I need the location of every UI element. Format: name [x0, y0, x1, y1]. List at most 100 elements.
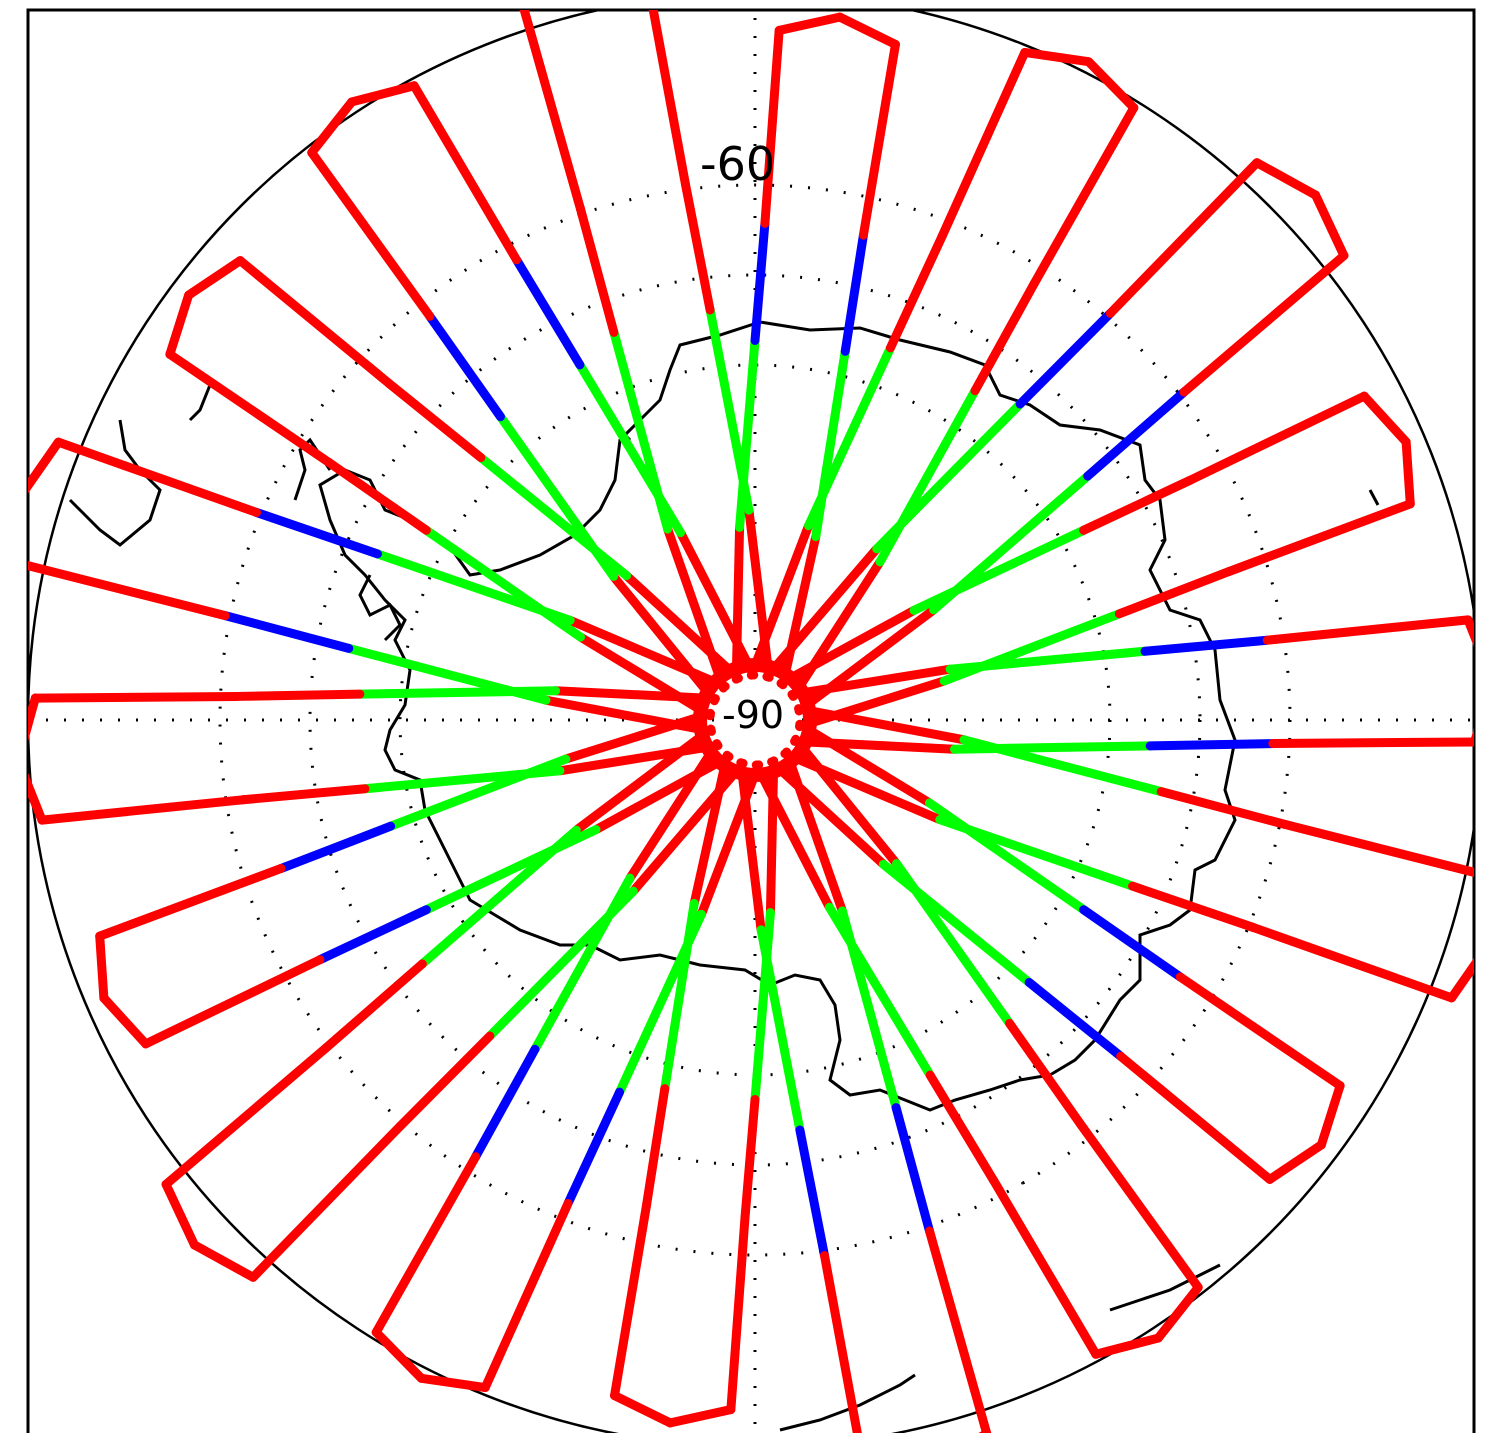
track-8-leg-0-edge	[891, 1103, 935, 1236]
antarctica-coastline	[318, 320, 1237, 1112]
track-9-leg-1-outer	[610, 1200, 652, 1401]
track-16-leg-1-inner	[676, 528, 759, 680]
track-0-leg-0-edge	[750, 218, 770, 345]
ground-tracks	[20, 10, 1474, 1433]
track-3-tip-b	[1401, 437, 1415, 509]
track-4-leg-0-edge	[1140, 635, 1272, 656]
track-9-leg-0-edge	[740, 1095, 760, 1222]
track-2-tip-b	[1311, 190, 1349, 261]
track-6-leg-0-edge	[1079, 905, 1185, 982]
track-16-leg-0-outer	[307, 148, 435, 321]
track-6-leg-0-inner	[795, 719, 935, 808]
track-6-leg-0-outer	[1175, 972, 1345, 1091]
track-1-tip-a	[1020, 47, 1094, 67]
track-15-leg-0-outer	[165, 349, 335, 468]
track-5-leg-0-inner	[794, 704, 969, 745]
track-16-tip-b	[347, 81, 419, 107]
track-1-leg-0-outer	[937, 47, 1030, 242]
track-9-leg-1-edge	[642, 1084, 670, 1210]
track-2-tip-a	[1252, 158, 1321, 200]
track-2-leg-0-outer	[1105, 158, 1262, 318]
track-3-leg-0-inner	[776, 605, 919, 688]
track-13-leg-0-edge	[238, 784, 370, 805]
track-7-tip-b	[1091, 1333, 1163, 1359]
track-0-leg-0-outer	[760, 25, 784, 228]
track-15-tip-b	[184, 256, 245, 300]
track-12-leg-0-mid	[421, 825, 601, 915]
track-1-leg-1-inner	[788, 557, 885, 701]
track-0-leg-1-inner	[778, 532, 821, 690]
track-16-leg-0-inner	[608, 571, 719, 706]
track-13-leg-1-inner	[551, 686, 720, 704]
track-17-tip-a	[520, 10, 527, 12]
track-7-leg-1-outer	[989, 1175, 1101, 1359]
track-0-leg-1-outer	[858, 39, 900, 240]
track-7-tip-a	[1153, 1282, 1203, 1343]
track-1-leg-1-outer	[1029, 103, 1139, 288]
track-7-leg-0-inner	[791, 734, 902, 869]
track-15-leg-0-mid	[421, 525, 585, 642]
track-14-leg-0-inner	[541, 695, 716, 736]
track-4-leg-0-mid	[945, 646, 1150, 674]
track-10-leg-0-edge	[563, 1087, 625, 1208]
track-6-leg-1-edge	[1024, 977, 1126, 1061]
track-10-leg-1-inner	[625, 739, 722, 883]
track-14-tip-a	[20, 497, 21, 564]
track-12-leg-1-outer	[95, 864, 286, 941]
latitude-label-60: -60	[700, 137, 775, 191]
track-13-leg-1-edge	[232, 689, 365, 701]
track-9-leg-1-inner	[689, 750, 732, 908]
track-10-leg-0-mid	[615, 909, 706, 1097]
track-11-leg-0-mid	[485, 886, 638, 1041]
track-3-leg-1-outer	[1224, 499, 1415, 576]
track-14-tip-b	[28, 437, 63, 494]
track-1-leg-0-inner	[746, 521, 814, 680]
track-4-leg-1-edge	[1145, 739, 1278, 751]
track-10-tip-a	[416, 1373, 490, 1393]
track-14-leg-0-edge	[220, 611, 354, 653]
graticule	[28, 10, 1474, 1433]
track-17-leg-1-edge	[680, 179, 715, 315]
track-12-tip-b	[95, 931, 109, 1003]
track-13-tip-b	[28, 693, 40, 742]
track-2-leg-0-inner	[762, 544, 882, 682]
track-14-leg-1-outer	[53, 437, 261, 517]
track-7-leg-1-inner	[751, 760, 834, 912]
track-0-tip-b	[835, 12, 900, 49]
track-10-tip-b	[371, 1327, 426, 1383]
track-13-leg-0-outer	[37, 795, 248, 825]
track-3-leg-1-edge	[1114, 566, 1234, 619]
track-14-leg-1-edge	[251, 507, 382, 559]
track-3-leg-0-mid	[909, 525, 1089, 615]
track-2-leg-1-edge	[1083, 387, 1189, 481]
track-1-leg-1-edge	[970, 278, 1039, 396]
track-17-leg-1-inner	[744, 505, 774, 682]
track-16-leg-0-edge	[425, 311, 505, 422]
track-12-leg-0-outer	[141, 955, 325, 1049]
track-13-leg-0-inner	[555, 741, 723, 776]
track-10-leg-0-inner	[696, 760, 764, 919]
track-16-leg-0-mid	[495, 412, 618, 581]
track-7-leg-0-edge	[1005, 1018, 1085, 1129]
track-3-leg-0-outer	[1185, 391, 1369, 485]
track-0-tip-a	[774, 12, 845, 35]
track-9-leg-0-outer	[726, 1212, 750, 1415]
track-5-leg-0-outer	[1280, 819, 1474, 877]
track-7-leg-1-edge	[925, 1070, 999, 1185]
track-0-leg-1-edge	[840, 230, 868, 356]
track-2-leg-1-outer	[1179, 251, 1349, 397]
track-17-leg-0-inner	[663, 524, 728, 693]
track-10-leg-0-outer	[480, 1198, 573, 1393]
pole-track-ring	[693, 658, 817, 782]
track-6-tip-b	[1265, 1140, 1326, 1184]
track-8-leg-1-edge	[795, 1125, 830, 1261]
track-4-leg-1-inner	[790, 736, 959, 754]
track-15-leg-0-edge	[325, 458, 431, 535]
track-10-leg-1-outer	[371, 1152, 481, 1337]
track-1-leg-0-edge	[885, 232, 947, 353]
track-13-leg-0-mid	[360, 766, 565, 794]
track-3-leg-0-edge	[1079, 475, 1195, 535]
track-6-leg-1-outer	[1116, 1051, 1275, 1184]
track-12-leg-1-edge	[276, 821, 396, 874]
track-16-leg-1-outer	[409, 81, 521, 265]
